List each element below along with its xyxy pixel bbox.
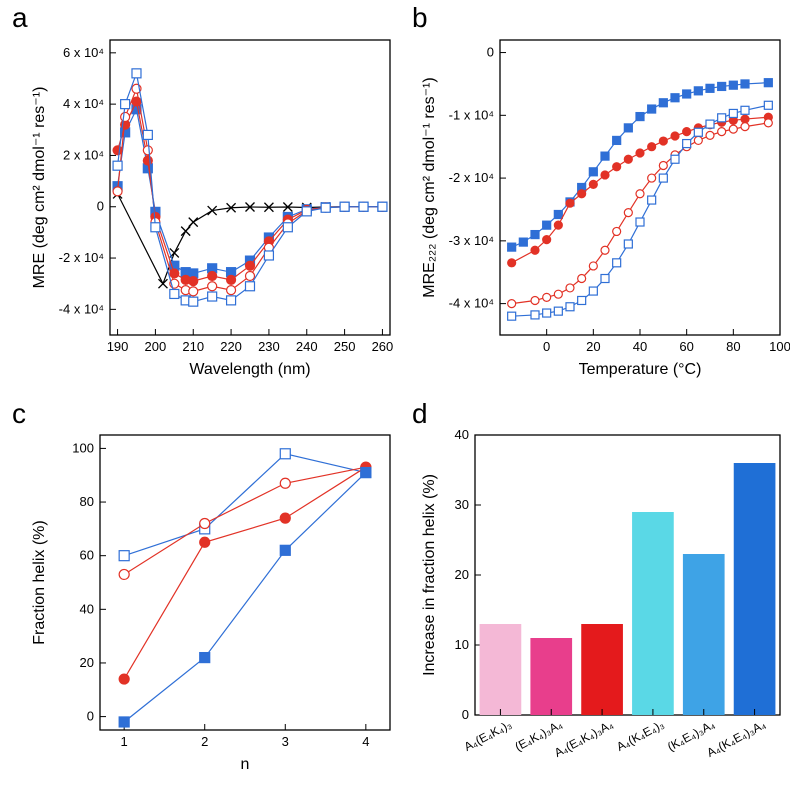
svg-text:-4 x 10⁴: -4 x 10⁴ xyxy=(449,296,494,311)
svg-text:n: n xyxy=(241,756,250,773)
svg-text:60: 60 xyxy=(679,339,693,354)
svg-text:Increase in fraction helix (%): Increase in fraction helix (%) xyxy=(421,474,438,676)
svg-text:4: 4 xyxy=(362,734,369,749)
figure-root: a b c d 190200210220230240250260-4 x 10⁴… xyxy=(0,0,800,793)
svg-text:10: 10 xyxy=(455,637,469,652)
svg-text:30: 30 xyxy=(455,497,469,512)
svg-text:20: 20 xyxy=(586,339,600,354)
svg-text:Temperature (°C): Temperature (°C) xyxy=(579,361,702,378)
svg-text:80: 80 xyxy=(726,339,740,354)
svg-text:0: 0 xyxy=(87,709,94,724)
svg-text:4 x 10⁴: 4 x 10⁴ xyxy=(63,96,104,111)
panel-a: 190 200 210 220 230 240 250 260 -4 x 10⁴ -2 x 10⁴… xyxy=(30,30,400,380)
panel-c: 1234020406080100nFraction helix (%) xyxy=(30,425,400,775)
svg-text:2 x 10⁴: 2 x 10⁴ xyxy=(63,147,104,162)
chart-b: 0 20 40 60 80 100 -4 x 10⁴ -3 x 10⁴ -2 x 10⁴ -1 x… xyxy=(420,30,790,380)
svg-text:200: 200 xyxy=(145,339,167,354)
svg-text:A₄(K₄E₄)₃: A₄(K₄E₄)₃ xyxy=(614,717,666,754)
svg-text:-2 x 10⁴: -2 x 10⁴ xyxy=(59,250,104,265)
svg-text:100: 100 xyxy=(769,339,790,354)
svg-text:-2 x 10⁴: -2 x 10⁴ xyxy=(449,170,494,185)
svg-text:250: 250 xyxy=(334,339,356,354)
svg-text:A₄(E₄K₄)₃: A₄(E₄K₄)₃ xyxy=(462,717,514,754)
svg-text:0: 0 xyxy=(97,199,104,214)
svg-text:MRE₂₂₂ (deg cm² dmol⁻¹ res⁻¹): MRE₂₂₂ (deg cm² dmol⁻¹ res⁻¹) xyxy=(421,77,438,297)
svg-text:MRE (deg cm² dmol⁻¹ res⁻¹): MRE (deg cm² dmol⁻¹ res⁻¹) xyxy=(31,87,48,289)
svg-text:20: 20 xyxy=(455,567,469,582)
svg-text:Wavelength (nm): Wavelength (nm) xyxy=(189,361,310,378)
svg-text:1: 1 xyxy=(121,734,128,749)
svg-text:40: 40 xyxy=(633,339,647,354)
svg-text:-4 x 10⁴: -4 x 10⁴ xyxy=(59,301,104,316)
svg-text:2: 2 xyxy=(201,734,208,749)
svg-text:6 x 10⁴: 6 x 10⁴ xyxy=(63,45,104,60)
chart-a: 190 200 210 220 230 240 250 260 -4 x 10⁴ -2 x 10⁴… xyxy=(30,30,400,380)
svg-text:0: 0 xyxy=(487,45,494,60)
svg-text:A₄(K₄E₄)₃A₄: A₄(K₄E₄)₃A₄ xyxy=(704,717,768,760)
svg-text:3: 3 xyxy=(282,734,289,749)
panel-label-a: a xyxy=(12,2,28,34)
svg-text:240: 240 xyxy=(296,339,318,354)
svg-text:60: 60 xyxy=(80,548,94,563)
svg-text:230: 230 xyxy=(258,339,280,354)
svg-text:210: 210 xyxy=(182,339,204,354)
svg-text:40: 40 xyxy=(80,601,94,616)
svg-text:260: 260 xyxy=(372,339,394,354)
svg-text:0: 0 xyxy=(543,339,550,354)
svg-text:Fraction helix (%): Fraction helix (%) xyxy=(31,520,48,644)
panel-d: 010203040A₄(E₄K₄)₃(E₄K₄)₃A₄A₄(E₄K₄)₃A₄A₄… xyxy=(420,425,790,785)
svg-text:-1 x 10⁴: -1 x 10⁴ xyxy=(449,107,494,122)
svg-text:190: 190 xyxy=(107,339,129,354)
svg-text:220: 220 xyxy=(220,339,242,354)
svg-text:0: 0 xyxy=(462,707,469,722)
svg-text:40: 40 xyxy=(455,427,469,442)
svg-text:80: 80 xyxy=(80,494,94,509)
svg-text:-3 x 10⁴: -3 x 10⁴ xyxy=(449,233,494,248)
chart-c: 1234020406080100nFraction helix (%) xyxy=(30,425,400,775)
panel-b: 0 20 40 60 80 100 -4 x 10⁴ -3 x 10⁴ -2 x 10⁴ -1 x… xyxy=(420,30,790,380)
panel-label-c: c xyxy=(12,398,26,430)
svg-text:100: 100 xyxy=(72,440,94,455)
chart-d: 010203040A₄(E₄K₄)₃(E₄K₄)₃A₄A₄(E₄K₄)₃A₄A₄… xyxy=(420,425,790,785)
svg-text:20: 20 xyxy=(80,655,94,670)
svg-text:A₄(E₄K₄)₃A₄: A₄(E₄K₄)₃A₄ xyxy=(552,717,616,760)
